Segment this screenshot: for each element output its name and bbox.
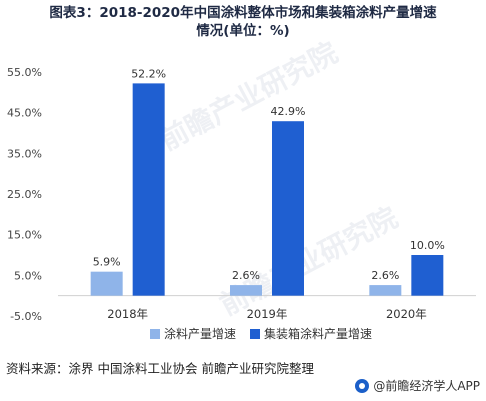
chart-title-line2: 情况(单位：%) bbox=[196, 23, 290, 39]
data-label: 10.0% bbox=[410, 239, 445, 252]
y-tick-label: 55.0% bbox=[7, 66, 42, 79]
bar-container-coatings-2 bbox=[411, 255, 444, 296]
chart-title: 图表3：2018-2020年中国涂料整体市场和集装箱涂料产量增速 情况(单位：%… bbox=[0, 4, 486, 40]
data-label: 42.9% bbox=[271, 105, 306, 118]
y-tick-label: 15.0% bbox=[7, 229, 42, 242]
y-tick-label: -5.0% bbox=[10, 310, 42, 323]
legend-swatch-0 bbox=[150, 329, 160, 339]
y-tick-label: 45.0% bbox=[7, 107, 42, 120]
brand-tag: @前瞻经济学人APP bbox=[355, 377, 480, 394]
bar-coatings-0 bbox=[90, 271, 123, 296]
data-label: 2.6% bbox=[371, 269, 399, 282]
data-label: 2.6% bbox=[232, 269, 260, 282]
data-label: 52.2% bbox=[131, 67, 166, 80]
legend-swatch-1 bbox=[250, 329, 260, 339]
bar-container-coatings-0 bbox=[132, 83, 165, 296]
bar-coatings-2 bbox=[369, 285, 402, 296]
bar-container-coatings-1 bbox=[272, 121, 304, 296]
x-tick-label: 2018年 bbox=[107, 307, 148, 321]
legend-label-0: 涂料产量增速 bbox=[164, 326, 236, 341]
brand-logo-icon bbox=[355, 378, 370, 393]
brand-text: @前瞻经济学人APP bbox=[373, 379, 480, 393]
source-note: 资料来源：涂界 中国涂料工业协会 前瞻产业研究院整理 bbox=[6, 361, 314, 376]
y-tick-label: 25.0% bbox=[7, 188, 42, 201]
x-tick-label: 2019年 bbox=[247, 307, 288, 321]
x-tick-label: 2020年 bbox=[386, 307, 427, 321]
y-tick-label: 35.0% bbox=[7, 147, 42, 160]
bar-coatings-1 bbox=[230, 285, 262, 296]
chart-title-line1: 图表3：2018-2020年中国涂料整体市场和集装箱涂料产量增速 bbox=[49, 5, 437, 21]
legend-label-1: 集装箱涂料产量增速 bbox=[264, 326, 372, 341]
y-tick-label: 5.0% bbox=[14, 269, 42, 282]
data-label: 5.9% bbox=[93, 256, 121, 269]
